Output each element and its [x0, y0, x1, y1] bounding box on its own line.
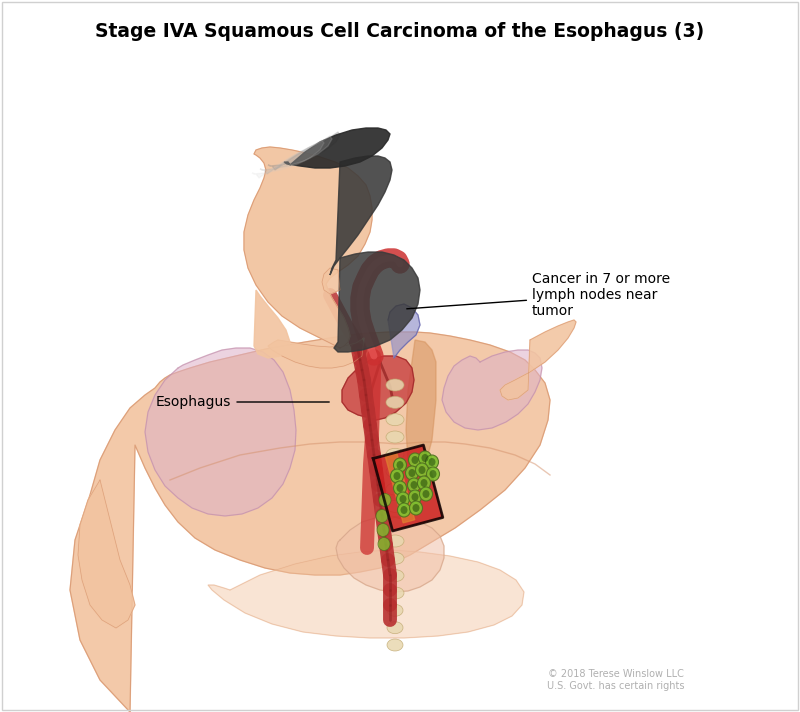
- Ellipse shape: [386, 518, 404, 530]
- Polygon shape: [260, 136, 332, 174]
- Ellipse shape: [386, 501, 404, 513]
- Ellipse shape: [411, 456, 418, 464]
- Polygon shape: [330, 156, 392, 275]
- Text: Cancer in 7 or more
lymph nodes near
tumor: Cancer in 7 or more lymph nodes near tum…: [406, 272, 670, 318]
- Polygon shape: [336, 516, 444, 592]
- Ellipse shape: [379, 493, 391, 506]
- Ellipse shape: [394, 472, 401, 480]
- Ellipse shape: [429, 458, 435, 466]
- Ellipse shape: [421, 479, 427, 487]
- Text: © 2018 Terese Winslow LLC
U.S. Govt. has certain rights: © 2018 Terese Winslow LLC U.S. Govt. has…: [547, 669, 685, 691]
- Ellipse shape: [398, 503, 410, 517]
- Ellipse shape: [394, 458, 406, 472]
- Ellipse shape: [387, 639, 403, 651]
- Ellipse shape: [386, 379, 404, 391]
- Ellipse shape: [426, 467, 439, 481]
- Polygon shape: [342, 356, 414, 420]
- Polygon shape: [208, 550, 524, 638]
- Polygon shape: [406, 340, 436, 470]
- Ellipse shape: [386, 466, 404, 478]
- Ellipse shape: [418, 476, 430, 490]
- Polygon shape: [244, 147, 372, 348]
- Polygon shape: [268, 132, 340, 170]
- Polygon shape: [145, 348, 296, 516]
- Ellipse shape: [390, 469, 403, 483]
- Ellipse shape: [422, 454, 429, 462]
- Polygon shape: [373, 445, 443, 531]
- Ellipse shape: [430, 470, 437, 478]
- Polygon shape: [268, 338, 364, 368]
- Ellipse shape: [397, 461, 403, 469]
- Polygon shape: [70, 332, 550, 712]
- Ellipse shape: [397, 484, 403, 492]
- Ellipse shape: [386, 449, 404, 461]
- Ellipse shape: [394, 481, 406, 495]
- Polygon shape: [78, 480, 135, 628]
- Ellipse shape: [387, 604, 403, 617]
- Ellipse shape: [386, 483, 404, 495]
- Ellipse shape: [422, 490, 430, 498]
- Ellipse shape: [386, 431, 404, 443]
- Ellipse shape: [386, 553, 404, 565]
- Ellipse shape: [386, 414, 404, 426]
- Ellipse shape: [410, 501, 422, 515]
- Ellipse shape: [409, 490, 422, 504]
- Polygon shape: [284, 128, 390, 168]
- Ellipse shape: [376, 510, 388, 523]
- Ellipse shape: [418, 451, 431, 465]
- Ellipse shape: [409, 469, 415, 477]
- Ellipse shape: [406, 466, 418, 480]
- Text: Esophagus: Esophagus: [156, 395, 330, 409]
- Ellipse shape: [399, 495, 406, 503]
- Polygon shape: [442, 350, 542, 430]
- Ellipse shape: [419, 487, 433, 501]
- Ellipse shape: [386, 570, 404, 582]
- Polygon shape: [386, 453, 414, 523]
- Ellipse shape: [378, 538, 390, 550]
- Ellipse shape: [386, 587, 404, 599]
- Polygon shape: [334, 252, 420, 352]
- Polygon shape: [500, 320, 576, 400]
- Ellipse shape: [426, 455, 438, 469]
- Ellipse shape: [397, 492, 410, 506]
- Ellipse shape: [407, 478, 421, 492]
- Ellipse shape: [386, 397, 404, 409]
- Ellipse shape: [411, 493, 418, 501]
- Ellipse shape: [410, 481, 418, 489]
- Ellipse shape: [409, 453, 422, 467]
- Polygon shape: [252, 140, 324, 178]
- Ellipse shape: [413, 504, 419, 512]
- Ellipse shape: [415, 463, 429, 477]
- Text: Stage IVA Squamous Cell Carcinoma of the Esophagus (3): Stage IVA Squamous Cell Carcinoma of the…: [95, 22, 705, 41]
- Ellipse shape: [401, 506, 407, 514]
- Ellipse shape: [377, 523, 389, 537]
- Ellipse shape: [386, 535, 404, 547]
- Ellipse shape: [387, 622, 403, 634]
- Polygon shape: [388, 304, 420, 358]
- Polygon shape: [322, 268, 340, 294]
- Ellipse shape: [418, 466, 426, 474]
- Polygon shape: [254, 290, 290, 358]
